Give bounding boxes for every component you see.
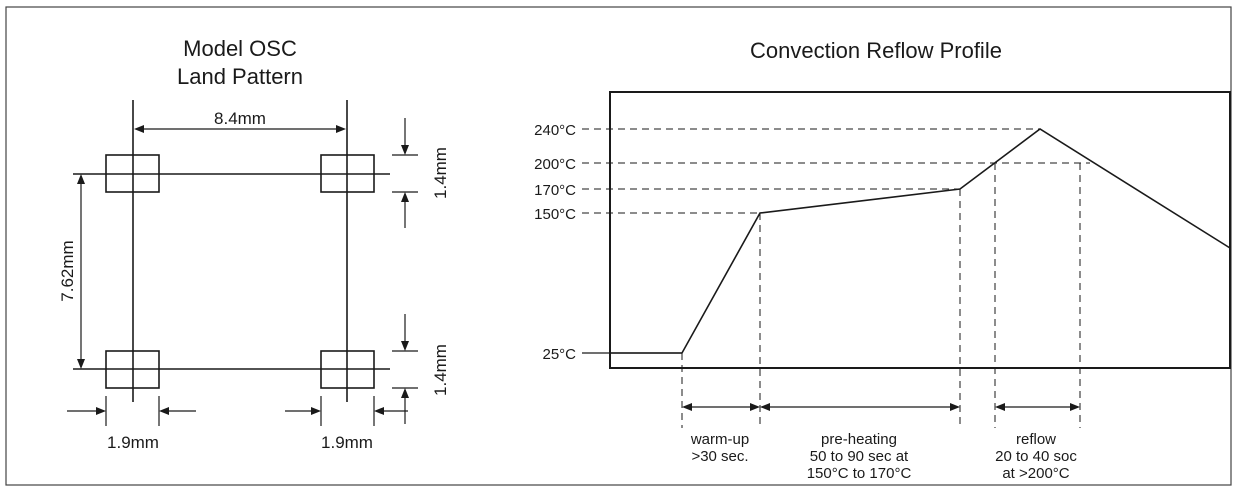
dimension-pad-height-bottom: 1.4mm: [392, 314, 450, 424]
dimension-pad-height-top: 1.4mm: [392, 118, 450, 228]
pad-bottom-height-label: 1.4mm: [431, 344, 450, 396]
preheat-caption-line1: pre-heating: [821, 431, 897, 448]
pad-top-height-label: 1.4mm: [431, 147, 450, 199]
profile-plot-frame: [609, 91, 1231, 369]
preheat-caption: pre-heating 50 to 90 sec at 150°C to 170…: [807, 431, 912, 482]
temp-label-240: 240°C: [534, 122, 576, 139]
reflow-caption: reflow 20 to 40 soc at >200°C: [995, 431, 1077, 482]
warmup-caption: warm-up >30 sec.: [690, 431, 749, 465]
temp-label-150: 150°C: [534, 206, 576, 223]
height-label: 7.62mm: [58, 240, 77, 301]
temp-label-200: 200°C: [534, 156, 576, 173]
preheat-caption-line2: 50 to 90 sec at: [810, 448, 909, 465]
width-label: 8.4mm: [214, 109, 266, 128]
dimension-height: 7.62mm: [58, 174, 85, 369]
reflow-caption-line3: at >200°C: [1002, 465, 1069, 482]
dimension-width: 8.4mm: [134, 109, 346, 133]
dimension-pad-width-right: 1.9mm: [285, 396, 408, 452]
pad-right-width-label: 1.9mm: [321, 433, 373, 452]
reflow-caption-line1: reflow: [1016, 431, 1056, 448]
reflow-title: Convection Reflow Profile: [750, 38, 1002, 63]
warmup-caption-line1: warm-up: [690, 431, 749, 448]
preheat-span-arrow: [760, 403, 960, 411]
warmup-span-arrow: [682, 403, 760, 411]
reflow-caption-line2: 20 to 40 soc: [995, 448, 1077, 465]
land-pattern-title-line2: Land Pattern: [177, 64, 303, 89]
land-pattern-diagram: Model OSC Land Pattern 8.4mm: [58, 36, 450, 452]
dimension-pad-width-left: 1.9mm: [67, 396, 196, 452]
temp-label-170: 170°C: [534, 182, 576, 199]
land-pattern-title-line1: Model OSC: [183, 36, 297, 61]
reflow-span-arrow: [995, 403, 1080, 411]
pad-left-width-label: 1.9mm: [107, 433, 159, 452]
preheat-caption-line3: 150°C to 170°C: [807, 465, 912, 482]
temp-label-25: 25°C: [542, 346, 576, 363]
reflow-profile-diagram: Convection Reflow Profile 240°C 200°C 17…: [534, 38, 1231, 482]
warmup-caption-line2: >30 sec.: [691, 448, 748, 465]
profile-curve: [610, 128, 1231, 354]
